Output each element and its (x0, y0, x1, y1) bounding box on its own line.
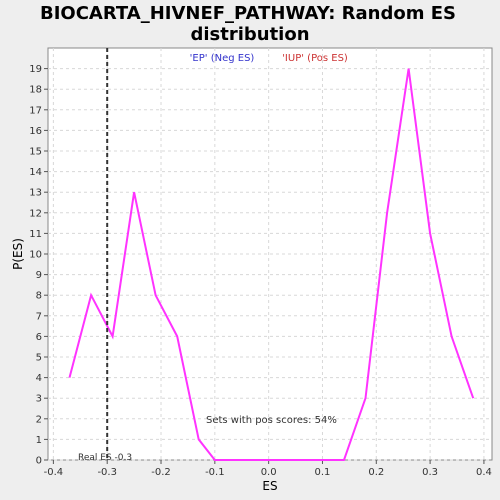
y-tick-label: 19 (29, 64, 42, 75)
y-tick-label: 15 (29, 147, 42, 158)
x-tick-label: -0.1 (205, 467, 225, 478)
series-group (68, 68, 475, 461)
x-tick-label: 0.1 (315, 467, 331, 478)
legend-pos-es: 'IUP' (Pos ES) (282, 53, 348, 64)
y-tick-label: 10 (29, 250, 42, 261)
x-tick-label: 0.4 (476, 467, 492, 478)
grid (48, 48, 492, 461)
y-tick-label: 16 (29, 126, 42, 137)
legend-neg-es: 'EP' (Neg ES) (190, 53, 255, 64)
y-tick-label: 6 (36, 332, 42, 343)
x-tick-label: -0.4 (44, 467, 64, 478)
y-tick-label: 17 (29, 105, 42, 116)
real-es-annotation: Real ES -0.3 (78, 453, 132, 463)
x-tick-label: 0.0 (261, 467, 277, 478)
y-axis-label: P(ES) (11, 238, 25, 270)
y-tick-label: 13 (29, 188, 42, 199)
y-tick-label: 14 (29, 167, 42, 178)
y-tick-label: 5 (36, 353, 42, 364)
chart-title-line2: distribution (190, 24, 309, 45)
x-tick-label: 0.3 (422, 467, 438, 478)
x-axis-label: ES (262, 479, 277, 493)
y-tick-label: 4 (36, 373, 42, 384)
chart-title-line1: BIOCARTA_HIVNEF_PATHWAY: Random ES (40, 3, 456, 24)
series-line (68, 68, 475, 461)
x-tick-label: -0.2 (151, 467, 171, 478)
x-tick-label: 0.2 (368, 467, 384, 478)
y-tick-label: 8 (36, 291, 42, 302)
y-tick-label: 3 (36, 394, 42, 405)
y-tick-label: 9 (36, 270, 42, 281)
y-tick-label: 18 (29, 85, 42, 96)
x-tick-label: -0.3 (97, 467, 117, 478)
y-tick-label: 0 (36, 456, 42, 467)
pos-scores-annotation: Sets with pos scores: 54% (206, 415, 337, 426)
y-tick-label: 11 (29, 229, 42, 240)
x-axis-ticks: -0.4 -0.3 -0.2 -0.1 0.0 0.1 0.2 0.3 0.4 (44, 460, 492, 478)
y-tick-label: 2 (36, 414, 42, 425)
y-tick-label: 12 (29, 208, 42, 219)
y-tick-label: 7 (36, 311, 42, 322)
y-tick-label: 1 (36, 435, 42, 446)
